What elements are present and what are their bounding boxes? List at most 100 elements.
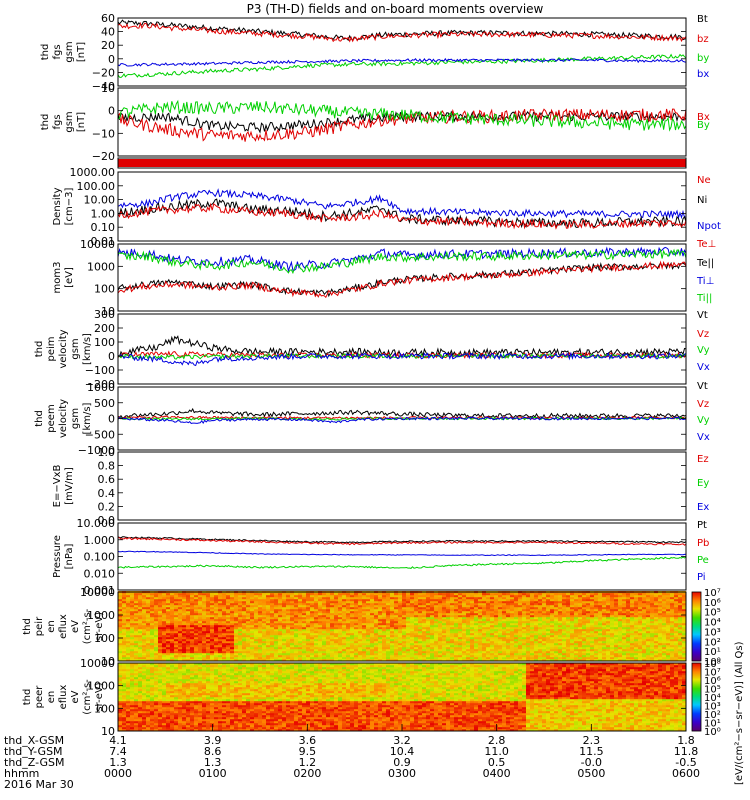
y-label-line-3: en bbox=[46, 620, 57, 633]
legend-Ez: Ez bbox=[697, 454, 709, 465]
y-tick-3: −10 bbox=[92, 127, 115, 140]
y-tick-4: 0.4 bbox=[98, 487, 116, 500]
panel-7: 1000 500 0 −500 −1000 thd peem velocity gsm [km/s… bbox=[34, 381, 710, 457]
legend-Vz: Vz bbox=[697, 399, 709, 410]
y-tick-2: 40 bbox=[101, 26, 115, 39]
y-tick-2: 0.8 bbox=[98, 460, 116, 473]
y-tick-3: 10.00 bbox=[84, 194, 116, 207]
y-tick-1: 10 bbox=[101, 82, 115, 95]
series-line-Vx bbox=[117, 351, 687, 367]
y-tick-3: 0.100 bbox=[84, 551, 116, 564]
y-tick-6: −40 bbox=[92, 80, 115, 93]
y-label-line-1: thd bbox=[40, 44, 51, 61]
y-label-line-5: eV bbox=[70, 620, 81, 633]
series-line-By bbox=[117, 99, 687, 132]
x-row-4-value-6: 0500 bbox=[577, 767, 605, 780]
y-tick-4: 0 bbox=[108, 53, 115, 66]
colorbar-tick-2: 10⁷ bbox=[704, 668, 721, 679]
x-row-3-value-4: 0.9 bbox=[393, 756, 411, 769]
legend-Vz: Vz bbox=[697, 329, 709, 340]
y-tick-5: 0.001 bbox=[84, 584, 116, 597]
y-tick-2: 500 bbox=[94, 397, 115, 410]
legend-Vy: Vy bbox=[697, 345, 710, 356]
legend-Vt: Vt bbox=[697, 310, 708, 321]
panel-frame bbox=[117, 313, 687, 385]
heatmap-cells bbox=[118, 591, 686, 662]
y-tick-3: 0.6 bbox=[98, 473, 116, 486]
panel-frame bbox=[117, 17, 687, 87]
y-label-line-2: peem bbox=[46, 404, 57, 432]
y-label-line-2: peer bbox=[34, 685, 45, 709]
x-row-4-value-3: 0200 bbox=[293, 767, 321, 780]
y-label-line-1: thd bbox=[34, 410, 45, 427]
y-label-line-2: [mV/m] bbox=[64, 467, 75, 505]
series-line-Pt bbox=[117, 536, 687, 544]
y-tick-2: 1.000 bbox=[84, 534, 116, 547]
legend-by: by bbox=[697, 53, 709, 64]
y-tick-3: 20 bbox=[101, 39, 115, 52]
y-label-line-4: gsm bbox=[70, 338, 81, 359]
legend-Vx: Vx bbox=[697, 362, 710, 373]
x-row-1-value-6: 2.3 bbox=[583, 734, 601, 747]
panel-frame bbox=[117, 157, 687, 169]
series-line-Bt bbox=[117, 19, 687, 42]
legend-Vx: Vx bbox=[697, 432, 710, 443]
y-label-line-5: eV bbox=[70, 690, 81, 703]
legend-Pi: Pi bbox=[697, 572, 706, 583]
y-label-line-1: thd bbox=[22, 618, 33, 635]
x-row-4-value-2: 0100 bbox=[199, 767, 227, 780]
x-row-4-value-5: 0400 bbox=[483, 767, 511, 780]
y-tick-5: −20 bbox=[92, 66, 115, 79]
y-tick-4: 0 bbox=[108, 350, 115, 363]
y-label-line-3: gsm bbox=[64, 111, 75, 132]
legend-Ni: Ni bbox=[697, 195, 707, 206]
y-tick-4: 10 bbox=[101, 305, 115, 318]
y-tick-1: 1000.00 bbox=[70, 166, 116, 179]
y-label-line-2: peim bbox=[46, 336, 57, 361]
y-tick-5: 0.2 bbox=[98, 500, 116, 513]
y-label-line-1: Density bbox=[52, 187, 63, 225]
x-row-2-value-7: 11.8 bbox=[674, 745, 699, 758]
panel-8: 1.00.80.60.40.20.0 E=−VxB [mV/m] Ez Ey Ex bbox=[52, 446, 709, 527]
colorbar-tick-4: 10⁵ bbox=[704, 685, 721, 696]
y-tick-1: 10.000 bbox=[77, 517, 116, 530]
y-label-line-3: velocity bbox=[58, 329, 69, 368]
y-tick-1: 1000 bbox=[87, 381, 115, 394]
legend-Te⊥: Te⊥ bbox=[696, 239, 716, 250]
panel-frame bbox=[117, 243, 687, 312]
y-tick-4: 1.00 bbox=[91, 207, 116, 220]
y-tick-6: 0.0 bbox=[98, 514, 116, 527]
x-row-name-2: thd_Y-GSM bbox=[4, 745, 63, 758]
colorbar-tick-4: 10⁴ bbox=[704, 618, 721, 629]
y-tick-2: 1000 bbox=[87, 260, 115, 273]
x-row-1-value-1: 4.1 bbox=[109, 734, 127, 747]
x-row-1-value-2: 3.9 bbox=[204, 734, 222, 747]
colorbar-tick-9: 10⁰ bbox=[704, 727, 721, 738]
x-row-3-value-3: 1.2 bbox=[299, 756, 317, 769]
x-row-3-value-5: 0.5 bbox=[488, 756, 506, 769]
y-tick-3: 100 bbox=[94, 632, 115, 645]
colorbar-tick-6: 10² bbox=[704, 637, 721, 648]
panel-5: 10000 1000 100 10 mom3 [eV] Te⊥ Te|| Ti⊥ Ti|| bbox=[52, 238, 716, 318]
y-label-line-7: sr-eV) bbox=[94, 612, 105, 641]
x-row-name-4: hhmm bbox=[4, 767, 39, 780]
y-label-line-4: eflux bbox=[58, 614, 69, 639]
y-label-line-2: [cm−3] bbox=[64, 188, 75, 226]
series-line-bx bbox=[117, 57, 687, 67]
y-tick-4: 10 bbox=[101, 655, 115, 668]
x-axis-labels: thd_X-GSM 4.1 3.9 3.6 3.2 2.8 2.3 1.8 thd_Y-GSM 7… bbox=[4, 724, 700, 791]
y-tick-4: −20 bbox=[92, 150, 115, 163]
legend-bx: bx bbox=[697, 69, 709, 80]
series-line-Vt bbox=[117, 335, 687, 358]
x-row-3-value-7: -0.5 bbox=[675, 756, 696, 769]
x-row-2-value-6: 11.5 bbox=[579, 745, 604, 758]
y-tick-5: 0.10 bbox=[91, 221, 116, 234]
panel-3 bbox=[117, 157, 687, 169]
x-row-4-value-1: 0000 bbox=[104, 767, 132, 780]
